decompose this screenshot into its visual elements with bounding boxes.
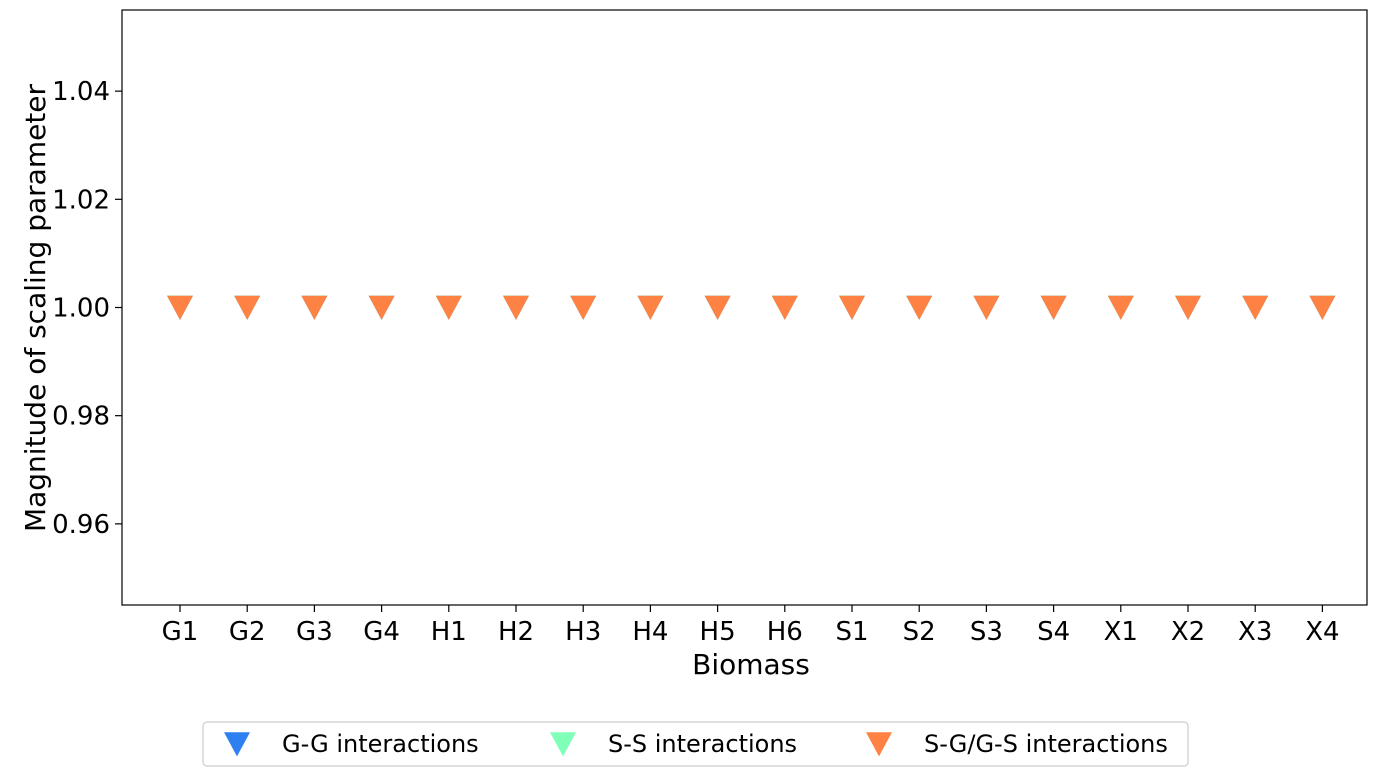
marker-series-3 xyxy=(301,295,328,320)
legend-label-2: S-S interactions xyxy=(608,730,797,758)
legend-marker-3 xyxy=(866,732,892,757)
y-tick-label: 0.98 xyxy=(52,402,110,432)
x-tick-label: X3 xyxy=(1238,617,1272,647)
marker-series-3 xyxy=(167,295,193,320)
x-tick-label: G1 xyxy=(162,617,199,647)
y-tick-label: 1.00 xyxy=(52,294,110,324)
marker-series-3 xyxy=(1309,295,1336,320)
marker-series-3 xyxy=(234,295,261,320)
y-axis: 0.96 0.98 1.00 1.02 1.04 xyxy=(52,77,122,540)
y-tick-label: 1.04 xyxy=(52,77,110,107)
marker-series-3 xyxy=(368,295,395,320)
x-axis: G1 G2 G3 G4 H1 H2 H3 H4 H5 H6 S1 S2 S3 S4 X1 X2 X3 X4 xyxy=(162,605,1340,647)
x-tick-label: G2 xyxy=(229,617,266,647)
legend-label-1: G-G interactions xyxy=(282,730,479,758)
marker-series-3 xyxy=(1040,295,1067,320)
y-tick-label: 0.96 xyxy=(52,510,110,540)
x-tick-label: S4 xyxy=(1037,617,1070,647)
x-tick-label: S3 xyxy=(970,617,1003,647)
legend-marker-2 xyxy=(550,732,576,757)
x-tick-label: G3 xyxy=(296,617,333,647)
marker-series-3 xyxy=(839,295,865,320)
x-tick-label: S1 xyxy=(835,617,868,647)
x-tick-label: H3 xyxy=(565,617,601,647)
marker-series-3 xyxy=(1242,295,1269,320)
legend-items: G-G interactions S-S interactions S-G/G-S … xyxy=(224,730,1168,758)
marker-series-3 xyxy=(435,295,462,320)
x-tick-label: H1 xyxy=(431,617,467,647)
x-tick-label: H5 xyxy=(700,617,736,647)
marker-series-3 xyxy=(570,295,597,320)
x-tick-label: G4 xyxy=(363,617,400,647)
data-markers xyxy=(167,295,1336,320)
x-tick-label: H2 xyxy=(498,617,534,647)
legend-label-3: S-G/G-S interactions xyxy=(924,730,1168,758)
marker-series-3 xyxy=(1107,295,1134,320)
marker-series-3 xyxy=(637,295,664,320)
x-tick-label: X2 xyxy=(1171,617,1205,647)
legend-box xyxy=(202,721,1189,767)
marker-series-3 xyxy=(704,295,731,320)
x-tick-label: H6 xyxy=(767,617,803,647)
legend: G-G interactions S-S interactions S-G/G-S … xyxy=(202,721,1189,767)
marker-series-3 xyxy=(906,295,933,320)
x-tick-label: X1 xyxy=(1104,617,1138,647)
x-tick-label: H4 xyxy=(632,617,668,647)
y-tick-label: 1.02 xyxy=(52,185,110,215)
marker-series-3 xyxy=(503,295,529,320)
x-tick-label: S2 xyxy=(903,617,936,647)
marker-series-3 xyxy=(973,295,1000,320)
y-axis-label: Magnitude of scaling parameter xyxy=(19,83,52,532)
x-tick-label: X4 xyxy=(1305,617,1339,647)
marker-series-3 xyxy=(1175,295,1201,320)
legend-marker-1 xyxy=(224,732,250,757)
marker-series-3 xyxy=(771,295,798,320)
x-axis-label: Biomass xyxy=(692,648,810,681)
